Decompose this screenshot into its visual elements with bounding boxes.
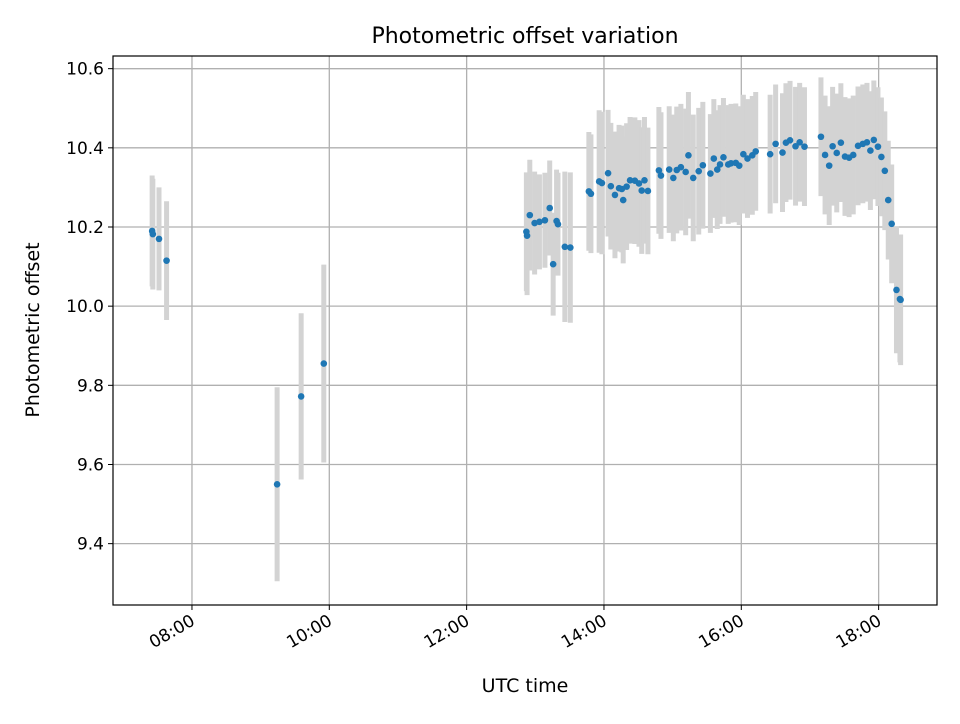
data-point	[766, 150, 774, 158]
data-point	[641, 176, 648, 184]
data-point	[878, 153, 885, 161]
plot-frame	[112, 55, 938, 606]
data-point	[635, 180, 643, 187]
y-tick-label: 9.8	[77, 376, 104, 396]
data-point	[155, 235, 163, 243]
data-point	[821, 151, 829, 159]
data-point	[623, 183, 630, 190]
data-point	[720, 154, 727, 161]
data-point	[829, 142, 836, 150]
data-point	[604, 169, 612, 177]
data-point	[752, 148, 760, 155]
data-point	[837, 139, 845, 146]
y-tick-label: 10.0	[66, 297, 104, 317]
x-axis-label: UTC time	[482, 675, 569, 697]
data-point	[657, 172, 665, 179]
data-point	[695, 167, 703, 175]
data-point	[554, 220, 562, 228]
data-point	[149, 230, 157, 238]
data-point	[549, 260, 557, 268]
data-point	[655, 167, 663, 174]
data-points	[148, 133, 904, 488]
data-point	[546, 204, 554, 212]
data-point	[665, 166, 673, 173]
data-point	[670, 174, 677, 182]
data-point	[644, 187, 652, 195]
data-point	[713, 166, 721, 173]
data-point	[619, 196, 627, 204]
data-point	[607, 182, 615, 190]
data-point	[689, 174, 697, 182]
data-point	[273, 480, 281, 488]
data-point	[884, 196, 892, 204]
data-point	[677, 163, 685, 171]
y-tick-label: 10.2	[66, 218, 104, 238]
data-point	[638, 187, 646, 194]
y-tick-label: 9.6	[77, 455, 104, 475]
data-point	[526, 211, 534, 219]
data-point	[867, 147, 874, 154]
data-point	[888, 220, 895, 228]
data-point	[611, 191, 619, 199]
data-point	[897, 296, 904, 304]
data-point	[796, 138, 803, 146]
data-point	[163, 257, 170, 264]
data-point	[297, 393, 305, 400]
data-point	[817, 133, 825, 141]
data-point	[825, 162, 833, 169]
data-point	[801, 143, 808, 150]
data-point	[626, 176, 634, 184]
data-point	[682, 168, 689, 176]
y-tick-label: 9.4	[77, 535, 104, 555]
chart-title: Photometric offset variation	[371, 24, 678, 49]
data-point	[874, 143, 882, 150]
data-point	[699, 161, 707, 169]
data-point	[735, 162, 743, 169]
data-point	[849, 151, 857, 159]
data-point	[561, 243, 569, 251]
y-tick-label: 10.4	[66, 139, 104, 159]
y-tick-label: 10.6	[66, 60, 104, 80]
data-point	[320, 360, 328, 367]
data-point	[833, 149, 841, 157]
data-point	[567, 244, 574, 251]
data-point	[863, 138, 871, 146]
data-point	[727, 159, 735, 167]
data-point	[772, 140, 779, 148]
data-point	[870, 136, 878, 144]
data-point	[744, 155, 751, 162]
data-point	[716, 161, 724, 168]
data-point	[792, 142, 799, 150]
data-point	[786, 137, 794, 144]
data-point	[881, 167, 889, 175]
data-point	[541, 216, 549, 224]
data-point	[707, 170, 714, 177]
data-point	[598, 179, 606, 187]
data-point	[710, 155, 718, 162]
data-point	[740, 150, 747, 158]
data-point	[587, 190, 595, 198]
data-point	[893, 286, 900, 294]
axis-ticks: 08:00 10:00 12:00 14:00 16:00 18:009.49.69.81…	[66, 60, 885, 653]
data-point	[685, 152, 692, 159]
data-point	[536, 218, 543, 226]
data-point	[779, 149, 786, 156]
data-point	[523, 232, 531, 240]
y-axis-label: Photometric offset	[22, 242, 44, 417]
